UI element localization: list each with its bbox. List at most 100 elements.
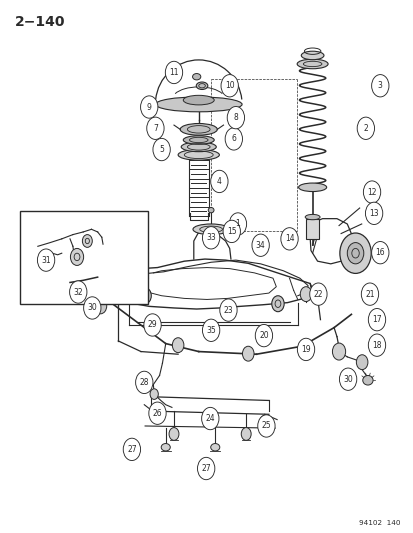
Ellipse shape	[192, 74, 200, 80]
Text: 6: 6	[231, 134, 236, 143]
Circle shape	[219, 299, 237, 321]
Text: 26: 26	[152, 409, 162, 418]
Circle shape	[299, 287, 311, 302]
Circle shape	[356, 355, 367, 369]
Text: 1: 1	[235, 220, 240, 229]
Circle shape	[140, 96, 157, 118]
Circle shape	[365, 202, 382, 224]
Circle shape	[83, 297, 101, 319]
Text: 17: 17	[371, 315, 381, 324]
Circle shape	[94, 298, 107, 314]
Ellipse shape	[304, 214, 319, 220]
Circle shape	[227, 107, 244, 129]
Circle shape	[225, 128, 242, 150]
Circle shape	[255, 325, 272, 347]
Text: 30: 30	[342, 375, 352, 384]
Circle shape	[146, 117, 164, 140]
Circle shape	[123, 438, 140, 461]
Circle shape	[165, 61, 182, 84]
Circle shape	[361, 283, 378, 305]
Ellipse shape	[155, 97, 242, 112]
Circle shape	[347, 243, 363, 264]
Circle shape	[69, 281, 87, 303]
Ellipse shape	[297, 59, 328, 69]
Ellipse shape	[178, 150, 219, 160]
Ellipse shape	[183, 136, 214, 144]
Circle shape	[363, 181, 380, 203]
Ellipse shape	[180, 124, 217, 135]
Text: 2−140: 2−140	[15, 14, 66, 29]
Circle shape	[223, 220, 240, 243]
Circle shape	[297, 338, 314, 361]
Text: 34: 34	[255, 241, 265, 250]
Ellipse shape	[183, 95, 214, 105]
Bar	[21, 211, 148, 304]
Text: 94102  140: 94102 140	[358, 520, 400, 526]
Circle shape	[368, 309, 385, 331]
Ellipse shape	[161, 443, 170, 451]
Text: 35: 35	[206, 326, 216, 335]
Circle shape	[309, 283, 326, 305]
Bar	[306, 219, 318, 239]
Circle shape	[339, 233, 370, 273]
Circle shape	[148, 402, 166, 424]
Text: 29: 29	[147, 320, 157, 329]
Text: 14: 14	[284, 235, 294, 244]
Circle shape	[197, 457, 214, 480]
Circle shape	[371, 75, 388, 97]
Text: 5: 5	[159, 145, 164, 154]
Circle shape	[252, 234, 268, 256]
Text: 25: 25	[261, 422, 271, 431]
Text: 23: 23	[223, 305, 233, 314]
Text: 4: 4	[216, 177, 221, 186]
Text: 32: 32	[73, 287, 83, 296]
Circle shape	[202, 319, 219, 342]
Circle shape	[144, 314, 161, 336]
Text: 8: 8	[233, 113, 238, 122]
Text: 22: 22	[313, 289, 323, 298]
Text: 10: 10	[224, 81, 234, 90]
Ellipse shape	[192, 224, 229, 235]
Ellipse shape	[298, 183, 326, 191]
Ellipse shape	[210, 443, 219, 451]
Text: 20: 20	[259, 331, 268, 340]
Circle shape	[332, 343, 345, 360]
Circle shape	[201, 407, 218, 430]
Ellipse shape	[196, 82, 207, 90]
Circle shape	[280, 228, 297, 250]
Circle shape	[210, 170, 228, 192]
Text: 2: 2	[363, 124, 367, 133]
Text: 31: 31	[41, 256, 51, 264]
Text: 12: 12	[366, 188, 376, 197]
Text: 7: 7	[153, 124, 157, 133]
Circle shape	[356, 117, 374, 140]
Text: 13: 13	[368, 209, 378, 218]
Circle shape	[221, 75, 238, 97]
Text: 21: 21	[364, 289, 374, 298]
Circle shape	[202, 227, 219, 249]
Text: 33: 33	[206, 233, 216, 243]
Circle shape	[229, 213, 246, 235]
Circle shape	[371, 241, 388, 264]
Circle shape	[259, 415, 269, 428]
Text: 16: 16	[375, 248, 384, 257]
Ellipse shape	[301, 51, 323, 60]
Circle shape	[257, 415, 274, 437]
Circle shape	[37, 249, 55, 271]
Circle shape	[172, 338, 183, 353]
Text: 15: 15	[226, 227, 236, 236]
Ellipse shape	[181, 142, 216, 152]
Text: 27: 27	[127, 445, 136, 454]
Text: 3: 3	[377, 81, 382, 90]
Ellipse shape	[362, 375, 372, 385]
Circle shape	[135, 371, 152, 393]
Circle shape	[271, 296, 283, 312]
Circle shape	[82, 235, 92, 247]
Circle shape	[339, 368, 356, 390]
Circle shape	[242, 346, 254, 361]
Circle shape	[169, 427, 178, 440]
Text: 18: 18	[371, 341, 381, 350]
Text: 11: 11	[169, 68, 178, 77]
Ellipse shape	[208, 207, 214, 213]
Text: 19: 19	[301, 345, 310, 354]
